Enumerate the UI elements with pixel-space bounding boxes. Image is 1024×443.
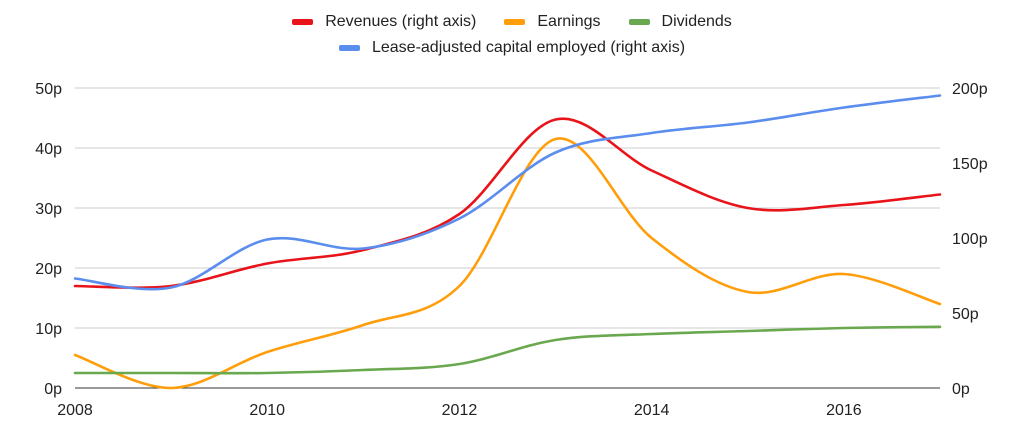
y-right-tick-label: 100p xyxy=(952,231,988,248)
legend-label-dividends: Dividends xyxy=(661,13,732,30)
legend-label-revenues: Revenues (right axis) xyxy=(325,13,477,30)
legend-item-earnings: Earnings xyxy=(504,13,601,31)
series-line-dividends xyxy=(73,325,942,375)
legend-swatch-capital-employed xyxy=(338,45,360,51)
y-left-tick-label: 0p xyxy=(44,381,62,398)
series-lines xyxy=(73,94,942,390)
y-right-tick-label: 50p xyxy=(952,306,979,323)
y-right-tick-label: 0p xyxy=(952,381,970,398)
legend-swatch-earnings xyxy=(504,19,526,25)
y-left-tick-label: 50p xyxy=(35,81,62,98)
series-line-capital-employed xyxy=(73,94,942,291)
legend-label-capital-employed: Lease-adjusted capital employed (right a… xyxy=(371,39,686,56)
x-tick-label: 2014 xyxy=(634,402,670,419)
y-right-tick-label: 150p xyxy=(952,156,988,173)
legend-item-capital-employed: Lease-adjusted capital employed (right a… xyxy=(338,39,686,57)
x-tick-label: 2012 xyxy=(442,402,478,419)
y-left-tick-label: 40p xyxy=(35,141,62,158)
y-left-tick-label: 30p xyxy=(35,201,62,218)
legend-swatch-dividends xyxy=(628,19,650,25)
y-left-tick-label: 20p xyxy=(35,261,62,278)
axes: 0p 10p 20p 30p 40p 50p 0p 50p 100p 150p 200p 2008 20… xyxy=(35,81,987,419)
x-tick-label: 2008 xyxy=(57,402,93,419)
legend-item-revenues: Revenues (right axis) xyxy=(292,13,476,31)
legend-label-earnings: Earnings xyxy=(537,13,601,30)
gridlines xyxy=(75,87,940,389)
x-tick-label: 2010 xyxy=(249,402,285,419)
legend-row-1: Revenues (right axis) Earnings Dividends xyxy=(0,10,1024,34)
legend-swatch-revenues xyxy=(292,19,314,25)
legend-row-2: Lease-adjusted capital employed (right a… xyxy=(0,36,1024,60)
series-line-earnings xyxy=(73,137,942,390)
y-right-tick-label: 200p xyxy=(952,81,988,98)
legend-item-dividends: Dividends xyxy=(628,13,732,31)
y-left-tick-label: 10p xyxy=(35,321,62,338)
x-tick-label: 2016 xyxy=(826,402,862,419)
series-line-revenues xyxy=(73,117,942,289)
